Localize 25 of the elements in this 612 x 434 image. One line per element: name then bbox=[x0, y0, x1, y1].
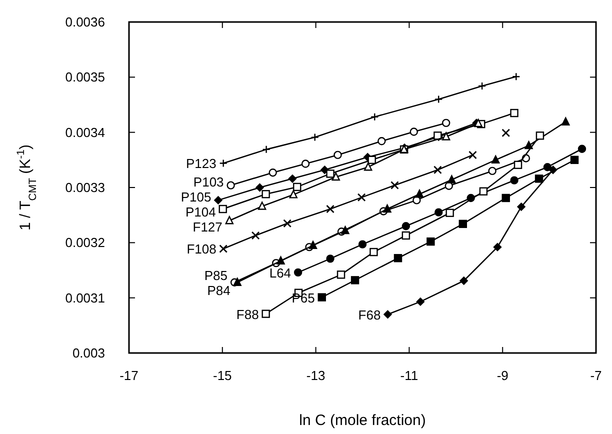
y-tick-label: 0.0034 bbox=[65, 124, 105, 140]
y-tick-label: 0.0036 bbox=[65, 14, 105, 30]
series-label: F68 bbox=[358, 307, 381, 322]
y-tick-label: 0.0033 bbox=[65, 180, 105, 195]
x-axis-title: ln C (mole fraction) bbox=[299, 412, 426, 429]
series-label: F108 bbox=[186, 242, 216, 257]
x-tick-label: -15 bbox=[213, 368, 232, 383]
x-tick-label: -13 bbox=[306, 368, 326, 383]
series-label: P103 bbox=[193, 174, 224, 190]
series-label: F88 bbox=[236, 306, 259, 322]
series-label: F127 bbox=[192, 219, 222, 234]
x-tick-label: -17 bbox=[120, 368, 138, 383]
x-tick-label: -7 bbox=[590, 368, 602, 383]
x-tick-label: -11 bbox=[400, 368, 418, 383]
x-tick-label: -9 bbox=[496, 368, 508, 383]
series-label: P105 bbox=[180, 189, 212, 204]
y-tick-label: 0.0031 bbox=[65, 290, 105, 306]
series-label: L64 bbox=[269, 265, 292, 280]
y-tick-label: 0.0035 bbox=[65, 70, 105, 85]
series-label: P84 bbox=[207, 282, 230, 298]
series-label: P123 bbox=[186, 156, 216, 172]
series-label: P85 bbox=[204, 268, 228, 283]
y-tick-label: 0.0032 bbox=[65, 235, 105, 250]
y-tick-label: 0.003 bbox=[72, 346, 105, 360]
series-label: P104 bbox=[185, 204, 216, 220]
